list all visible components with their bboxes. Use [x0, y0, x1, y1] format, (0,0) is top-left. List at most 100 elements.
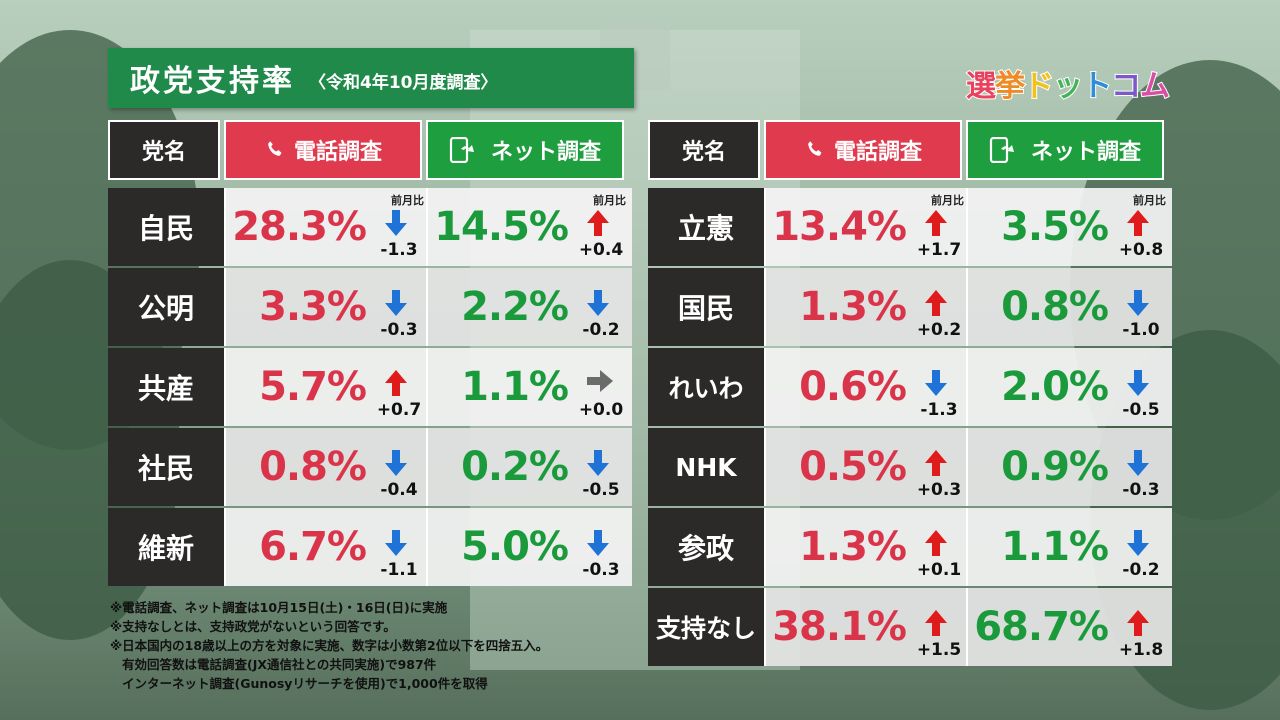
party-name: 社民	[108, 428, 226, 506]
table-header: 党名 電話調査 ネット調査	[108, 120, 632, 180]
phone-cell: 13.4% 前月比 +1.7	[766, 188, 968, 266]
net-percentage: 1.1%	[1001, 524, 1109, 570]
net-cell: 2.0% -0.5	[968, 348, 1172, 426]
table-row: 自民 28.3% 前月比 -1.3 14.5% 前月比 +0.4	[108, 188, 632, 266]
change-value: +1.7	[916, 240, 962, 260]
month-change: -0.3	[372, 272, 426, 342]
net-cell: 0.9% -0.3	[968, 428, 1172, 506]
header-phone: 電話調査	[224, 120, 422, 180]
change-value: -0.5	[1122, 400, 1160, 420]
arrow-up-icon	[1126, 609, 1150, 637]
change-value: +0.7	[376, 400, 422, 420]
header-party-label: 党名	[681, 140, 726, 165]
change-value: -0.2	[582, 320, 620, 340]
month-change: 前月比 +1.7	[912, 192, 966, 262]
smartphone-icon	[989, 137, 1023, 163]
change-value: -0.2	[1122, 560, 1160, 580]
logo-char: ト	[1081, 68, 1113, 105]
logo-char: コ	[1110, 68, 1142, 105]
net-percentage: 2.2%	[461, 284, 569, 330]
month-change: -0.3	[1114, 432, 1168, 502]
month-change: +0.7	[372, 352, 426, 422]
net-percentage: 0.2%	[461, 444, 569, 490]
arrow-up-icon	[924, 289, 948, 317]
arrow-up-icon	[1126, 209, 1150, 237]
month-change: -0.5	[1114, 352, 1168, 422]
header-net: ネット調査	[426, 120, 624, 180]
arrow-up-icon	[384, 369, 408, 397]
arrow-down-icon	[1126, 369, 1150, 397]
change-value: +0.8	[1118, 240, 1164, 260]
phone-cell: 1.3% +0.2	[766, 268, 968, 346]
net-cell: 1.1% -0.2	[968, 508, 1172, 586]
change-value: -1.3	[920, 400, 958, 420]
party-name: 国民	[648, 268, 766, 346]
party-name: れいわ	[648, 348, 766, 426]
table-row: 支持なし 38.1% +1.5 68.7% +1.8	[648, 588, 1172, 666]
month-change: -1.3	[912, 352, 966, 422]
party-name: 参政	[648, 508, 766, 586]
change-value: +0.0	[578, 400, 624, 420]
month-change: -1.1	[372, 512, 426, 582]
phone-percentage: 0.8%	[259, 444, 367, 490]
net-cell: 0.8% -1.0	[968, 268, 1172, 346]
header-net-label: ネット調査	[1030, 140, 1141, 165]
change-value: +0.3	[916, 480, 962, 500]
phone-cell: 0.8% -0.4	[226, 428, 428, 506]
party-name: 共産	[108, 348, 226, 426]
net-percentage: 68.7%	[974, 604, 1109, 650]
phone-percentage: 0.5%	[799, 444, 907, 490]
logo-char: ッ	[1052, 68, 1084, 105]
prev-month-label: 前月比	[391, 194, 424, 207]
change-value: -1.3	[380, 240, 418, 260]
month-change: -1.0	[1114, 272, 1168, 342]
table-row: 共産 5.7% +0.7 1.1% +0.0	[108, 348, 632, 426]
net-cell: 5.0% -0.3	[428, 508, 632, 586]
title-banner: 政党支持率 〈令和4年10月度調査〉	[108, 48, 634, 108]
phone-cell: 38.1% +1.5	[766, 588, 968, 666]
month-change: -0.2	[574, 272, 628, 342]
table-body: 自民 28.3% 前月比 -1.3 14.5% 前月比 +0.4 公明 3.3% -0.3 2.2%…	[108, 188, 632, 586]
phone-percentage: 13.4%	[772, 204, 907, 250]
table-row: 国民 1.3% +0.2 0.8% -1.0	[648, 268, 1172, 346]
note-line: 有効回答数は電話調査(JX通信社との共同実施)で987件	[122, 657, 437, 672]
arrow-up-icon	[924, 449, 948, 477]
net-cell: 2.2% -0.2	[428, 268, 632, 346]
page-subtitle: 〈令和4年10月度調査〉	[309, 72, 498, 93]
phone-cell: 3.3% -0.3	[226, 268, 428, 346]
change-value: -0.3	[1122, 480, 1160, 500]
phone-cell: 28.3% 前月比 -1.3	[226, 188, 428, 266]
party-name: 自民	[108, 188, 226, 266]
logo-char: ド	[1023, 68, 1055, 105]
arrow-down-icon	[384, 209, 408, 237]
arrow-down-icon	[586, 529, 610, 557]
change-value: +1.5	[916, 640, 962, 660]
arrow-down-icon	[1126, 529, 1150, 557]
month-change: -0.4	[372, 432, 426, 502]
phone-percentage: 5.7%	[259, 364, 367, 410]
party-name: 支持なし	[648, 588, 766, 666]
phone-cell: 0.5% +0.3	[766, 428, 968, 506]
header-party: 党名	[648, 120, 760, 180]
party-name: 公明	[108, 268, 226, 346]
arrow-down-icon	[1126, 449, 1150, 477]
change-value: -0.4	[380, 480, 418, 500]
table-row: 社民 0.8% -0.4 0.2% -0.5	[108, 428, 632, 506]
table-body: 立憲 13.4% 前月比 +1.7 3.5% 前月比 +0.8 国民 1.3% +0.2 0.8% -…	[648, 188, 1172, 666]
phone-percentage: 1.3%	[799, 524, 907, 570]
net-percentage: 3.5%	[1001, 204, 1109, 250]
month-change: +0.3	[912, 432, 966, 502]
change-value: +0.2	[916, 320, 962, 340]
arrow-down-icon	[924, 369, 948, 397]
smartphone-icon	[449, 137, 483, 163]
month-change: +1.5	[912, 592, 966, 662]
header-phone-label: 電話調査	[293, 140, 382, 165]
phone-cell: 5.7% +0.7	[226, 348, 428, 426]
header-phone-label: 電話調査	[833, 140, 922, 165]
net-cell: 68.7% +1.8	[968, 588, 1172, 666]
table-row: 維新 6.7% -1.1 5.0% -0.3	[108, 508, 632, 586]
net-cell: 1.1% +0.0	[428, 348, 632, 426]
arrow-up-icon	[924, 209, 948, 237]
phone-cell: 6.7% -1.1	[226, 508, 428, 586]
phone-percentage: 6.7%	[259, 524, 367, 570]
